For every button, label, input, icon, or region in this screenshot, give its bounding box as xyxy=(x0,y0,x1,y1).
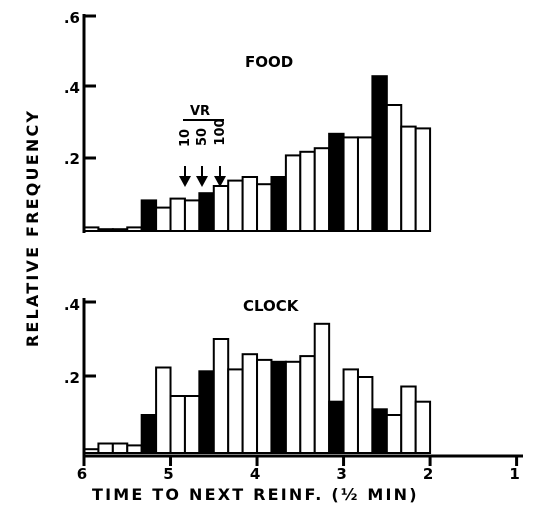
food-ytick-label-0.6: .6 xyxy=(64,9,80,27)
clock-bar-23 xyxy=(400,385,417,454)
clock-bar-15 xyxy=(284,360,302,454)
clock-bar-12 xyxy=(241,353,259,455)
food-bar-13 xyxy=(256,183,273,232)
food-bar-22 xyxy=(385,104,403,232)
food-bar-8 xyxy=(183,199,201,232)
clock-bar-24 xyxy=(414,400,432,455)
food-panel: .2 .4 .6 FOOD VR 10 50 100 xyxy=(64,9,432,233)
clock-bar-13 xyxy=(256,358,273,454)
x-tick-label-2: 2 xyxy=(423,465,433,483)
food-bar-5 xyxy=(140,199,158,232)
x-tick-label-3: 3 xyxy=(336,465,346,483)
clock-panel-title: CLOCK xyxy=(243,297,300,315)
food-bar-18 xyxy=(328,132,345,232)
food-bar-23 xyxy=(400,125,417,232)
clock-bar-22 xyxy=(385,414,403,454)
clock-bar-8 xyxy=(183,395,201,454)
clock-ytick-label-0.2: .2 xyxy=(64,369,80,387)
x-axis: 6 5 4 3 2 1 TIME TO NEXT REINF. (½ MIN) xyxy=(77,454,523,504)
clock-bars xyxy=(83,322,432,455)
vr-marker-50: 50 xyxy=(195,128,210,146)
clock-bar-5 xyxy=(140,414,158,454)
food-bar-11 xyxy=(227,179,244,233)
clock-bar-4 xyxy=(126,444,143,454)
food-bar-16 xyxy=(299,150,316,232)
food-panel-title: FOOD xyxy=(245,53,293,71)
vr-arrow-50 xyxy=(196,166,208,187)
clock-bar-19 xyxy=(342,368,359,454)
x-tick-label-5: 5 xyxy=(163,465,173,483)
food-ytick-label-0.2: .2 xyxy=(64,150,80,168)
clock-bar-20 xyxy=(356,376,374,454)
food-bar-12 xyxy=(241,176,259,232)
clock-bar-10 xyxy=(212,338,230,454)
clock-bar-11 xyxy=(227,368,244,454)
food-bar-19 xyxy=(342,136,359,232)
food-bar-20 xyxy=(356,136,374,232)
y-axis-title: RELATIVE FREQUENCY xyxy=(23,109,42,347)
clock-bar-17 xyxy=(313,322,331,454)
vr-label: VR xyxy=(190,104,210,119)
clock-bar-1 xyxy=(83,448,100,455)
clock-panel: .2 .4 CLOCK xyxy=(64,296,432,456)
vr-marker-10: 10 xyxy=(178,129,193,147)
food-bars xyxy=(83,75,432,233)
food-bar-9 xyxy=(198,192,215,232)
food-bar-14 xyxy=(270,176,287,232)
vr-annotation: VR 10 50 100 xyxy=(178,104,228,187)
x-tick-label-6: 6 xyxy=(77,465,87,483)
x-axis-title: TIME TO NEXT REINF. (½ MIN) xyxy=(92,485,419,504)
x-ticks: 6 5 4 3 2 1 xyxy=(77,456,520,483)
x-tick-label-4: 4 xyxy=(250,465,260,483)
vr-arrow-100 xyxy=(214,166,226,187)
food-ytick-label-0.4: .4 xyxy=(64,79,80,97)
x-tick-label-1: 1 xyxy=(509,465,519,483)
food-bar-7 xyxy=(169,197,186,233)
vr-arrow-10 xyxy=(179,166,191,187)
clock-bar-2 xyxy=(97,442,114,454)
food-bar-6 xyxy=(155,206,172,233)
clock-bar-21 xyxy=(371,408,388,454)
vr-marker-100: 100 xyxy=(213,118,228,145)
clock-bar-7 xyxy=(169,395,186,454)
clock-ytick-label-0.4: .4 xyxy=(64,296,80,314)
clock-bar-3 xyxy=(111,442,129,454)
clock-bar-14 xyxy=(270,360,287,454)
food-bar-17 xyxy=(313,147,331,232)
food-bar-24 xyxy=(414,127,432,232)
clock-bar-18 xyxy=(328,400,345,455)
food-bar-10 xyxy=(212,185,230,232)
clock-bar-16 xyxy=(299,355,316,455)
food-bar-15 xyxy=(284,154,302,232)
clock-bar-6 xyxy=(155,366,172,454)
food-bar-21 xyxy=(371,75,388,232)
clock-bar-9 xyxy=(198,370,215,454)
